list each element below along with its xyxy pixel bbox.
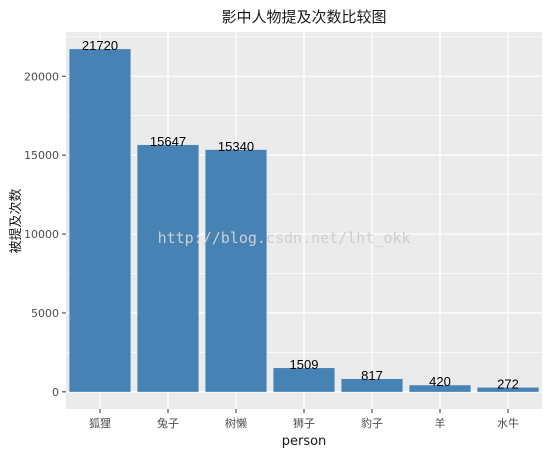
y-tick-label: 10000: [24, 228, 59, 241]
x-tick-label: 兔子: [157, 416, 179, 430]
y-axis-title: 被提及次数: [8, 188, 24, 253]
data-label-1: 21720: [82, 38, 118, 53]
watermark: http://blog.csdn.net/lht_okk: [158, 229, 411, 247]
x-tick-label: 豹子: [361, 417, 383, 430]
data-label-4: 1509: [290, 357, 319, 372]
x-tick-label: 水牛: [497, 416, 519, 430]
bar-3: [205, 149, 267, 392]
data-label-2: 15647: [150, 134, 186, 149]
bar-2: [137, 144, 199, 392]
data-label-6: 420: [429, 374, 451, 389]
x-tick-label: 羊: [435, 416, 446, 430]
bar-1: [69, 49, 131, 392]
y-tick-label: 20000: [24, 70, 59, 83]
data-label-3: 15340: [218, 139, 254, 154]
bar-4: [273, 368, 335, 392]
x-tick-label: 树懒: [225, 416, 247, 430]
x-tick-label: 狐狸: [89, 416, 111, 430]
bar-7: [477, 387, 539, 392]
y-tick-label: 0: [52, 386, 59, 399]
data-label-7: 272: [497, 377, 519, 392]
y-tick-label: 5000: [31, 307, 59, 320]
bars: [69, 49, 539, 392]
data-label-5: 817: [361, 368, 383, 383]
bar-5: [341, 378, 403, 392]
y-axis-ticks: 0 5000 10000 15000 20000: [24, 70, 66, 399]
chart-title: 影中人物提及次数比较图: [221, 8, 386, 26]
y-tick-label: 15000: [24, 149, 59, 162]
data-labels: 21720 15647 15340 1509 817 420 272: [82, 38, 519, 391]
x-tick-label: 狮子: [293, 417, 315, 430]
x-axis-title: person: [282, 434, 327, 449]
bar-6: [409, 385, 471, 392]
x-axis-ticks: 狐狸 兔子 树懒 狮子 豹子 羊 水牛: [89, 409, 519, 430]
